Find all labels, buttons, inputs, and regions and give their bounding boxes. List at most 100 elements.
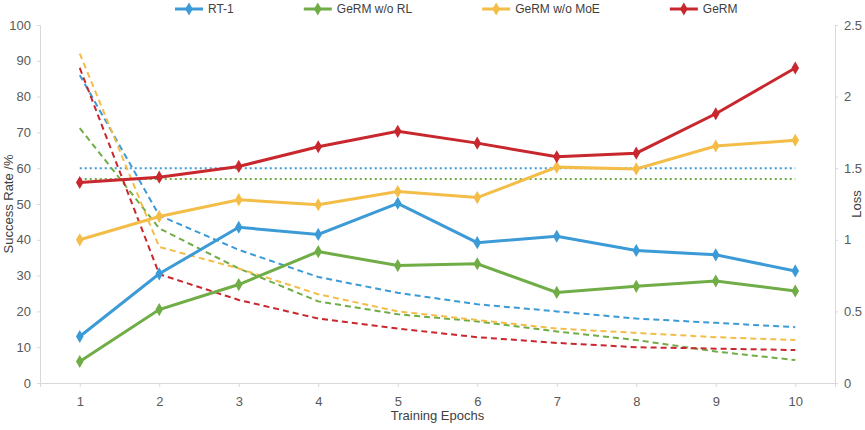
tick-label: 50 bbox=[17, 197, 31, 212]
marker bbox=[632, 280, 640, 293]
marker bbox=[155, 303, 163, 316]
tick-mark bbox=[37, 25, 40, 26]
marker bbox=[791, 284, 799, 297]
marker bbox=[791, 134, 799, 147]
tick-label: 3 bbox=[236, 394, 243, 409]
marker bbox=[76, 176, 84, 189]
tick-label: 4 bbox=[315, 394, 322, 409]
series-line bbox=[80, 128, 796, 360]
tick-mark bbox=[716, 383, 717, 387]
tick-mark bbox=[557, 383, 558, 387]
marker bbox=[314, 140, 322, 153]
tick: 2.5 bbox=[835, 18, 862, 33]
series-line bbox=[80, 75, 796, 327]
marker bbox=[76, 233, 84, 246]
marker bbox=[394, 125, 402, 138]
tick-mark bbox=[37, 311, 40, 312]
marker bbox=[155, 267, 163, 280]
tick-label: 6 bbox=[474, 394, 481, 409]
marker bbox=[712, 107, 720, 120]
tick-label: 0 bbox=[24, 376, 31, 391]
tick-label: 2.5 bbox=[844, 18, 862, 33]
tick-mark bbox=[37, 383, 40, 384]
tick-mark bbox=[37, 168, 40, 169]
series-line bbox=[80, 54, 796, 340]
marker bbox=[553, 286, 561, 299]
tick: 2 bbox=[835, 89, 851, 104]
series-line bbox=[80, 140, 796, 240]
legend-marker bbox=[680, 2, 688, 15]
tick-mark bbox=[835, 383, 838, 384]
legend: RT-1GeRM w/o RLGeRM w/o MoEGeRM bbox=[175, 2, 738, 16]
legend-marker bbox=[185, 2, 193, 15]
tick: 20 bbox=[17, 304, 40, 319]
tick: 9 bbox=[713, 383, 720, 409]
marker bbox=[473, 236, 481, 249]
tick-mark bbox=[37, 240, 40, 241]
chart: 12345678910010203040506070809010000.511.… bbox=[0, 0, 865, 430]
tick-mark bbox=[159, 383, 160, 387]
tick-label: 5 bbox=[395, 394, 402, 409]
marker bbox=[553, 150, 561, 163]
axis-line bbox=[37, 26, 41, 384]
tick-mark bbox=[318, 383, 319, 387]
series-line bbox=[80, 68, 796, 350]
marker bbox=[76, 330, 84, 343]
marker bbox=[235, 221, 243, 234]
legend-entry: GeRM w/o MoE bbox=[482, 2, 600, 16]
marker bbox=[632, 147, 640, 160]
tick-mark bbox=[37, 61, 40, 62]
marker bbox=[394, 259, 402, 272]
tick: 10 bbox=[789, 383, 803, 409]
tick: 50 bbox=[17, 197, 40, 212]
tick-label: 2 bbox=[844, 89, 851, 104]
tick-mark bbox=[835, 240, 838, 241]
tick-label: 10 bbox=[789, 394, 803, 409]
legend-entry: RT-1 bbox=[175, 2, 234, 16]
axis-line bbox=[41, 384, 836, 388]
tick: 80 bbox=[17, 89, 40, 104]
tick-mark bbox=[37, 132, 40, 133]
tick-mark bbox=[835, 25, 838, 26]
marker bbox=[632, 244, 640, 257]
marks bbox=[76, 54, 799, 368]
marker bbox=[155, 171, 163, 184]
marker bbox=[553, 230, 561, 243]
marker bbox=[712, 274, 720, 287]
tick-label: 2 bbox=[156, 394, 163, 409]
marker bbox=[155, 210, 163, 223]
marker bbox=[314, 198, 322, 211]
marker bbox=[235, 160, 243, 173]
tick-label: 70 bbox=[17, 125, 31, 140]
tick-label: 9 bbox=[713, 394, 720, 409]
tick-mark bbox=[398, 383, 399, 387]
marker bbox=[473, 137, 481, 150]
tick: 70 bbox=[17, 125, 40, 140]
tick-mark bbox=[835, 97, 838, 98]
tick: 0.5 bbox=[835, 304, 862, 319]
marker bbox=[712, 139, 720, 152]
tick-mark bbox=[239, 383, 240, 387]
marker bbox=[314, 245, 322, 258]
tick-mark bbox=[37, 97, 40, 98]
marker bbox=[791, 264, 799, 277]
tick-label: 40 bbox=[17, 232, 31, 247]
marker bbox=[712, 248, 720, 261]
tick: 2 bbox=[156, 383, 163, 409]
legend-label: GeRM w/o MoE bbox=[515, 2, 600, 16]
series-line bbox=[80, 178, 796, 180]
marker bbox=[394, 185, 402, 198]
tick: 100 bbox=[9, 18, 40, 33]
tick-label: 30 bbox=[17, 268, 31, 283]
tick-label: 100 bbox=[9, 18, 31, 33]
plot: 12345678910010203040506070809010000.511.… bbox=[9, 18, 862, 410]
marker bbox=[791, 61, 799, 74]
tick-label: 7 bbox=[554, 394, 561, 409]
tick-label: 0.5 bbox=[844, 304, 862, 319]
tick-label: 1.5 bbox=[844, 161, 862, 176]
tick: 30 bbox=[17, 268, 40, 283]
tick: 1.5 bbox=[835, 161, 862, 176]
marker bbox=[235, 278, 243, 291]
tick-mark bbox=[37, 276, 40, 277]
marker bbox=[473, 191, 481, 204]
